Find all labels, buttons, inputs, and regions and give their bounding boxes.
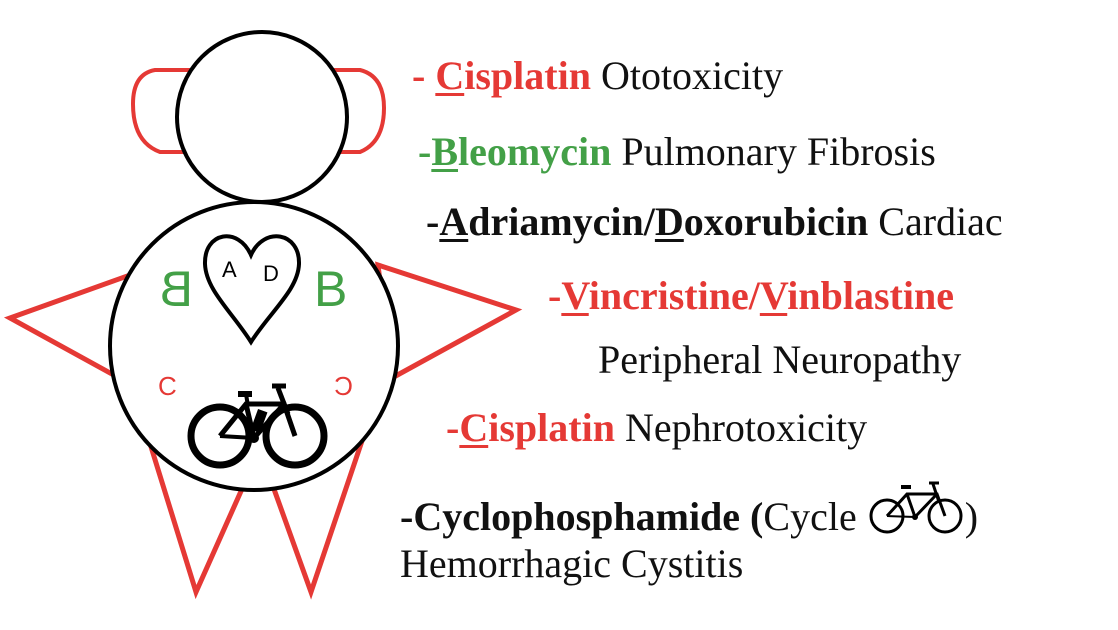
side-effect: Pulmonary Fibrosis xyxy=(611,129,936,174)
cyclophosphamide-line: -Cyclophosphamide (Cycle ) xyxy=(400,480,978,537)
drug-initial-a: A xyxy=(439,199,469,244)
vinca-neuropathy-effect: Peripheral Neuropathy xyxy=(598,337,962,382)
hemorrhagic-cystitis-effect: Hemorrhagic Cystitis xyxy=(400,541,744,586)
drug-name: isplatin xyxy=(464,53,591,98)
right-kidney-letter-c: C xyxy=(334,371,353,401)
drug-prefix: - xyxy=(446,405,460,450)
drug-name-doxorubicin: oxorubicin xyxy=(683,199,869,244)
drug-name-vinblastine: inblastine xyxy=(787,273,954,318)
drug-initial-vinblastine: V xyxy=(759,273,788,318)
bicycle-icon xyxy=(869,481,963,534)
side-effect: Nephrotoxicity xyxy=(614,405,868,450)
drug-name: -Cyclophosphamide ( xyxy=(400,494,764,539)
drug-initial: B xyxy=(431,129,459,174)
drug-initial: C xyxy=(459,405,489,450)
left-lung-letter-b: B xyxy=(160,261,193,317)
bleomycin-pulmonary-line: -Bleomycin Pulmonary Fibrosis xyxy=(418,132,936,172)
right-ear xyxy=(332,68,387,154)
body xyxy=(108,200,400,492)
heart-letter-a: A xyxy=(222,257,237,282)
heart xyxy=(202,234,302,346)
head xyxy=(175,30,349,204)
cycle-close: ) xyxy=(964,494,979,539)
cisplatin-nephrotoxicity-line: -Cisplatin Nephrotoxicity xyxy=(446,408,867,448)
heart-letter-d: D xyxy=(263,261,279,286)
cycle-word: Cycle xyxy=(763,494,867,539)
drug-prefix: - xyxy=(418,129,432,174)
side-effect: Cardiac xyxy=(868,199,1003,244)
left-kidney-letter-c: C xyxy=(158,371,177,401)
right-lung-letter-b: B xyxy=(314,261,347,317)
drug-name-adriamycin: driamycin/ xyxy=(468,199,655,244)
drug-prefix: - xyxy=(548,273,562,318)
right-leg xyxy=(267,434,367,600)
drug-name: leomycin xyxy=(458,129,612,174)
adriamycin-cardiac-line: -Adriamycin/Doxorubicin Cardiac xyxy=(426,202,1003,242)
drug-name-vincristine: incristine/ xyxy=(588,273,760,318)
drug-prefix: - xyxy=(412,53,436,98)
mnemonic-figure: A D B B C C xyxy=(3,30,523,600)
vinca-neuropathy-line: -Vincristine/Vinblastine xyxy=(548,276,954,316)
drug-initial-d: D xyxy=(654,199,684,244)
cisplatin-ototoxicity-line: - Cisplatin Ototoxicity xyxy=(412,56,783,96)
drug-initial: C xyxy=(435,53,465,98)
drug-name: isplatin xyxy=(488,405,615,450)
drug-initial-vincristine: V xyxy=(561,273,589,318)
side-effect: Ototoxicity xyxy=(590,53,784,98)
left-ear xyxy=(130,68,190,154)
left-leg xyxy=(145,436,249,600)
drug-prefix: - xyxy=(426,199,440,244)
bicycle-icon xyxy=(187,383,328,469)
